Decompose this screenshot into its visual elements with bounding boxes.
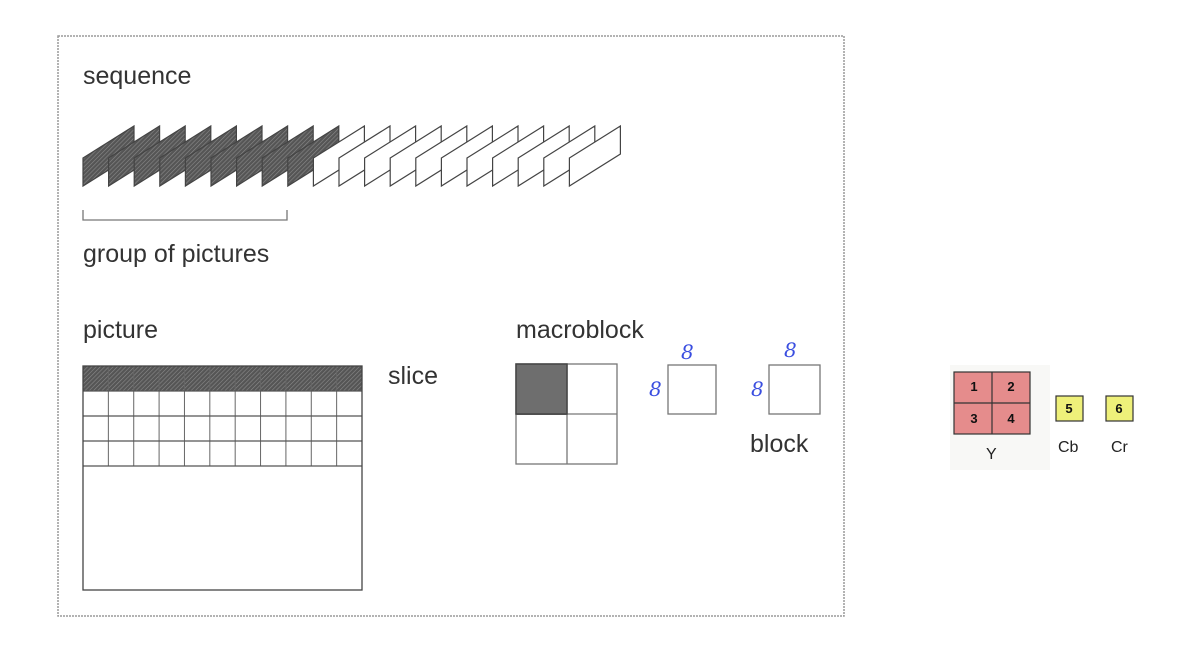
block1-left-dim: 8 (649, 377, 662, 401)
y-block-1: 1 (970, 379, 978, 394)
cr-block-number: 6 (1115, 401, 1123, 416)
y-label: Y (986, 446, 997, 463)
block2-top-dim: 8 (784, 338, 797, 362)
cb-block (1055, 395, 1084, 422)
cb-label: Cb (1058, 439, 1079, 456)
sequence-label: sequence (83, 62, 192, 90)
cr-label: Cr (1111, 439, 1128, 456)
gop-bracket (82, 210, 288, 221)
block1-top-dim: 8 (681, 340, 694, 364)
cr-block (1105, 395, 1134, 422)
macroblock-shape (515, 363, 618, 465)
group-of-pictures-label: group of pictures (83, 240, 270, 268)
sequence-frame (568, 124, 622, 188)
macroblock-shaded-quadrant (516, 364, 567, 415)
yuv-420-diagram (950, 365, 1134, 470)
block-shape-2 (768, 364, 821, 415)
y-block-4: 4 (1007, 411, 1015, 426)
picture-border (82, 365, 363, 591)
y-block-2: 2 (1007, 379, 1015, 394)
slice-label: slice (388, 362, 439, 390)
picture-grid (82, 365, 363, 591)
picture-label: picture (83, 316, 159, 344)
block2-left-dim: 8 (751, 377, 764, 401)
cb-block-number: 5 (1065, 401, 1073, 416)
block-label: block (750, 430, 809, 458)
sequence-frames (82, 124, 622, 188)
block-shape-1 (667, 364, 717, 415)
slice-row (83, 366, 362, 391)
macroblock-label: macroblock (516, 316, 644, 344)
y-block-3: 3 (970, 411, 978, 426)
diagram-frame (57, 35, 845, 617)
